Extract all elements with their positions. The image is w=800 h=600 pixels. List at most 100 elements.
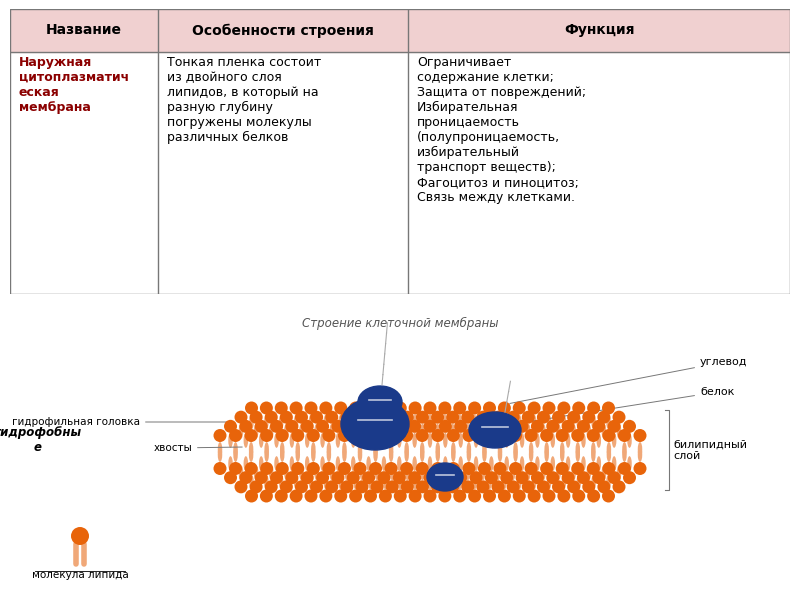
Circle shape (447, 429, 460, 442)
Ellipse shape (250, 415, 254, 430)
Circle shape (307, 462, 320, 475)
Circle shape (379, 490, 392, 503)
Circle shape (409, 490, 422, 503)
Text: гидрофобны
е: гидрофобны е (0, 426, 82, 454)
Circle shape (470, 420, 482, 433)
Ellipse shape (443, 433, 447, 448)
Ellipse shape (577, 415, 581, 430)
Ellipse shape (535, 433, 540, 448)
Ellipse shape (413, 456, 417, 471)
Circle shape (280, 410, 293, 424)
Ellipse shape (535, 456, 540, 471)
Ellipse shape (375, 424, 379, 439)
Ellipse shape (228, 456, 233, 471)
Ellipse shape (617, 424, 622, 439)
Ellipse shape (398, 475, 402, 490)
Ellipse shape (489, 433, 494, 448)
Circle shape (446, 410, 459, 424)
Circle shape (239, 420, 252, 433)
Ellipse shape (354, 415, 358, 430)
Ellipse shape (550, 433, 555, 448)
Circle shape (400, 429, 413, 442)
Circle shape (334, 490, 347, 503)
Ellipse shape (435, 466, 440, 481)
Circle shape (385, 429, 398, 442)
Ellipse shape (420, 466, 425, 481)
Ellipse shape (299, 466, 304, 481)
Circle shape (525, 429, 538, 442)
Circle shape (234, 410, 247, 424)
Circle shape (462, 462, 475, 475)
Ellipse shape (368, 475, 373, 490)
Bar (10, 9, 790, 52)
Circle shape (290, 490, 302, 503)
Ellipse shape (366, 456, 371, 471)
Text: Особенности строения: Особенности строения (192, 23, 374, 38)
Circle shape (386, 410, 398, 424)
Circle shape (401, 481, 414, 493)
Ellipse shape (496, 424, 500, 439)
Ellipse shape (397, 456, 402, 471)
Text: Ограничивает
содержание клетки;
Защита от повреждений;
Избирательная
проницаемос: Ограничивает содержание клетки; Защита о… (417, 56, 586, 204)
Ellipse shape (390, 466, 394, 481)
Circle shape (409, 401, 422, 415)
Circle shape (362, 420, 375, 433)
Ellipse shape (435, 424, 440, 439)
Text: белок: белок (498, 387, 734, 427)
Circle shape (537, 410, 550, 424)
Ellipse shape (243, 456, 248, 471)
Circle shape (401, 410, 414, 424)
Ellipse shape (375, 466, 379, 481)
Circle shape (438, 490, 451, 503)
Ellipse shape (469, 412, 521, 448)
Ellipse shape (560, 447, 565, 462)
Circle shape (531, 471, 544, 484)
Ellipse shape (274, 456, 278, 471)
Ellipse shape (532, 415, 536, 430)
Ellipse shape (354, 475, 358, 490)
Ellipse shape (529, 447, 534, 462)
Circle shape (340, 481, 354, 493)
Circle shape (577, 471, 590, 484)
Circle shape (498, 401, 511, 415)
Circle shape (506, 481, 520, 493)
Circle shape (416, 481, 429, 493)
Ellipse shape (545, 442, 549, 457)
Circle shape (540, 462, 553, 475)
Ellipse shape (405, 424, 410, 439)
Circle shape (546, 471, 559, 484)
Circle shape (454, 401, 466, 415)
Circle shape (454, 420, 467, 433)
Circle shape (270, 420, 283, 433)
Ellipse shape (586, 424, 591, 439)
Ellipse shape (320, 456, 325, 471)
Circle shape (245, 429, 258, 442)
Text: Функция: Функция (564, 23, 634, 37)
Ellipse shape (450, 424, 455, 439)
Circle shape (571, 462, 584, 475)
Circle shape (338, 429, 351, 442)
Ellipse shape (571, 424, 576, 439)
Ellipse shape (442, 475, 447, 490)
Ellipse shape (505, 456, 509, 471)
Ellipse shape (351, 433, 355, 448)
Ellipse shape (505, 433, 509, 448)
Circle shape (494, 462, 506, 475)
Circle shape (423, 401, 437, 415)
Ellipse shape (562, 475, 566, 490)
Circle shape (295, 410, 308, 424)
Ellipse shape (638, 442, 642, 457)
Ellipse shape (602, 424, 606, 439)
Circle shape (531, 420, 544, 433)
Ellipse shape (502, 475, 506, 490)
Ellipse shape (428, 433, 432, 448)
Ellipse shape (264, 475, 269, 490)
Circle shape (513, 401, 526, 415)
Circle shape (567, 481, 580, 493)
Circle shape (378, 420, 390, 433)
Ellipse shape (324, 475, 328, 490)
Circle shape (491, 410, 505, 424)
Circle shape (416, 429, 429, 442)
Ellipse shape (586, 466, 591, 481)
Circle shape (370, 481, 383, 493)
